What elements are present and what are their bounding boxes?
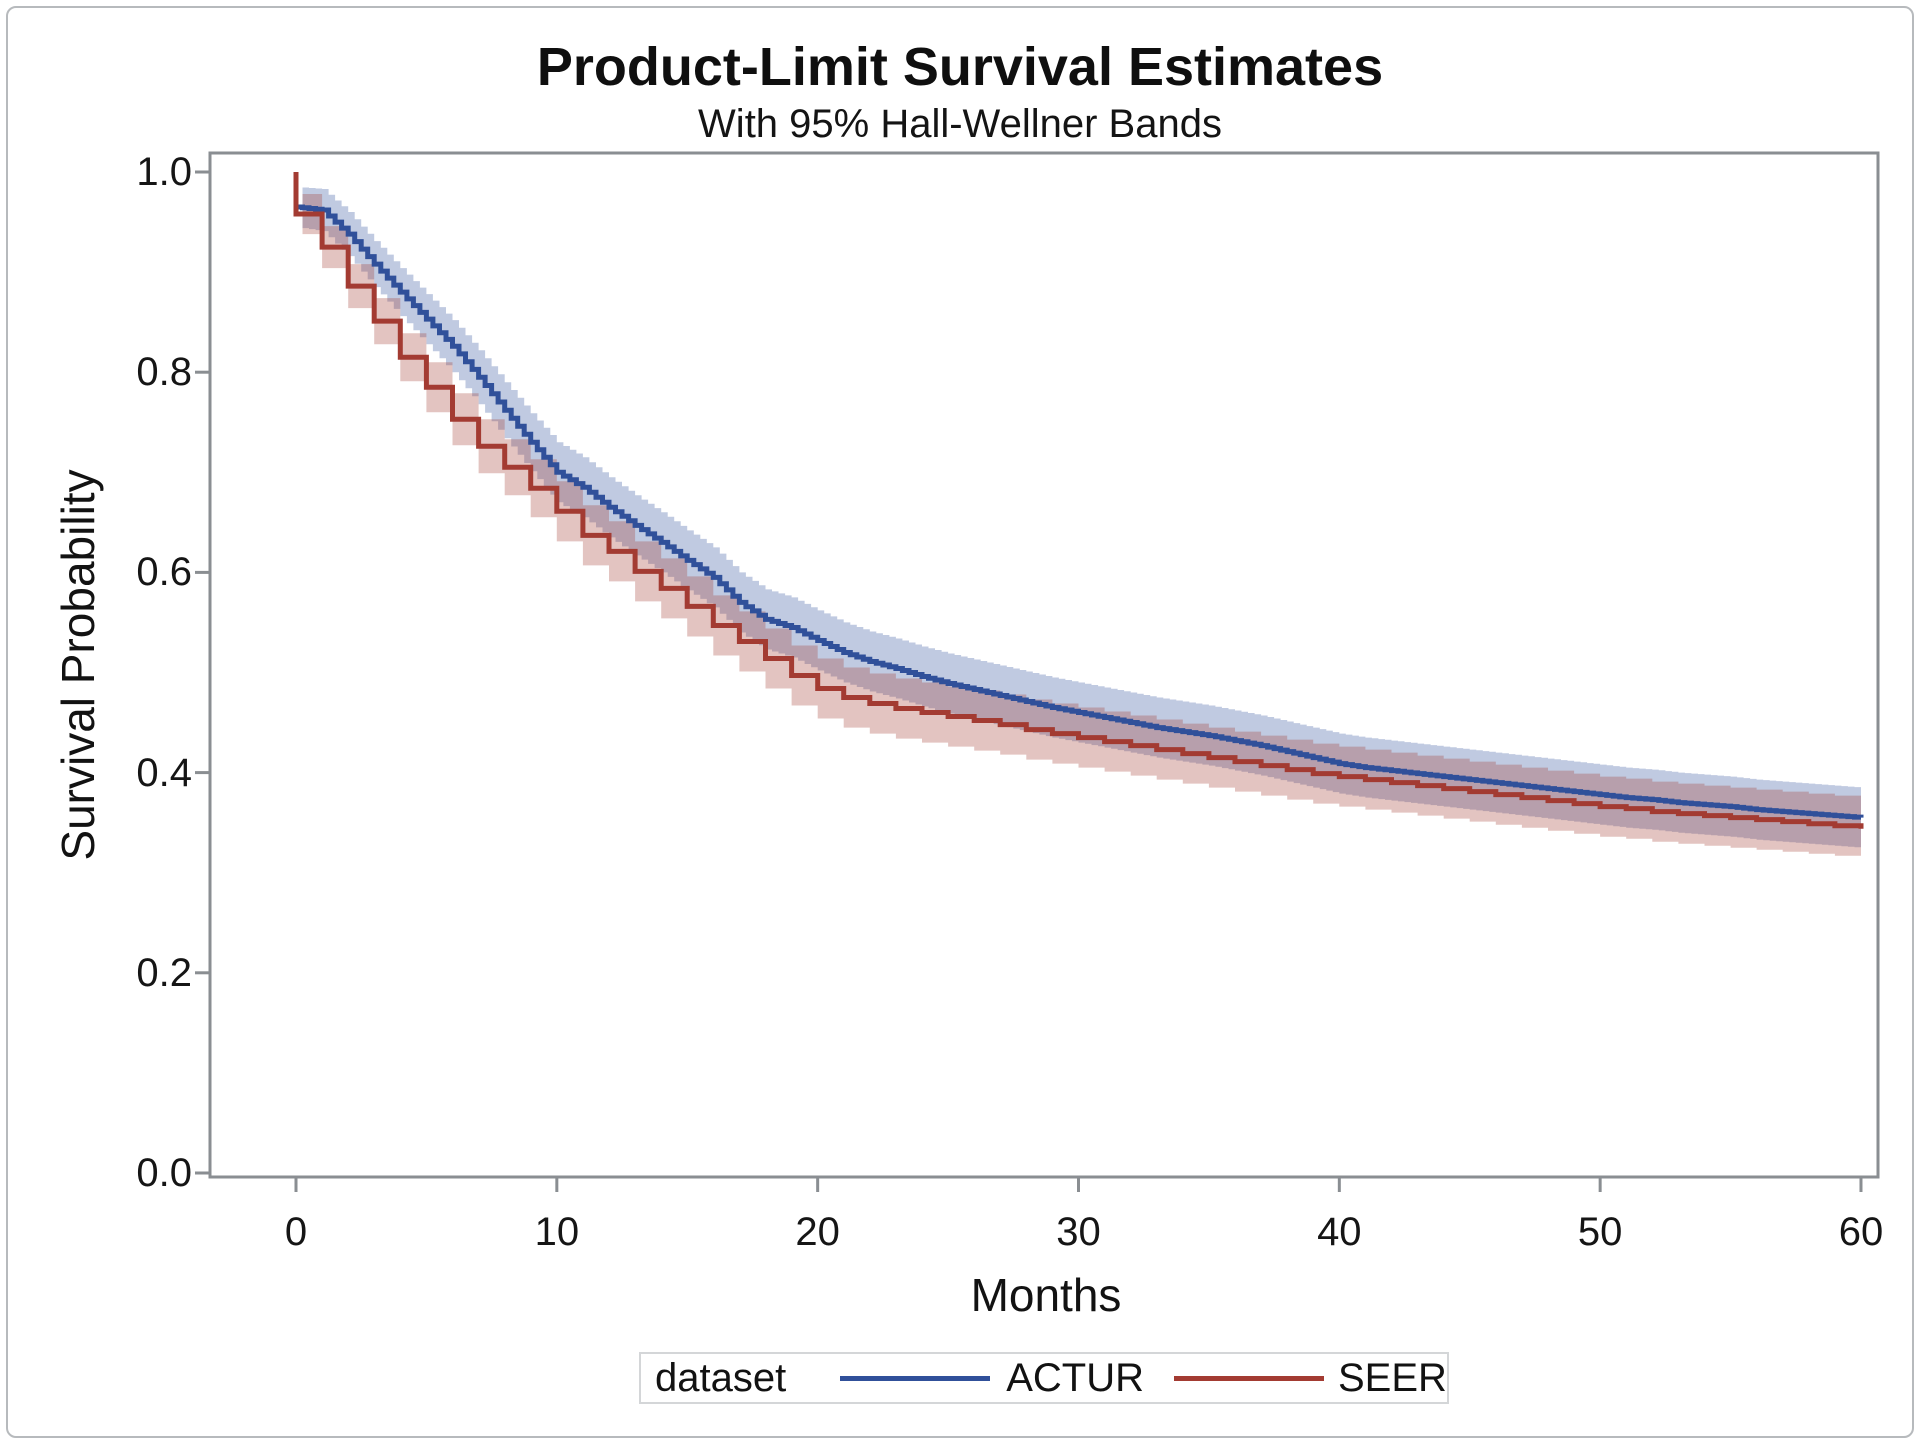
- x-tick-label: 60: [1838, 1210, 1884, 1254]
- legend-label-actur: ACTUR: [1006, 1355, 1144, 1400]
- x-tick-label: 30: [1056, 1210, 1101, 1254]
- legend-label-seer: SEER: [1338, 1355, 1447, 1400]
- survival-curve-seer: [293, 172, 1864, 829]
- y-tick-label: 0.6: [136, 550, 192, 595]
- plot-frame: [208, 151, 1880, 1179]
- legend-title: dataset: [655, 1355, 787, 1400]
- y-tick-label: 1.0: [136, 150, 192, 194]
- y-tick-label: 0.2: [136, 950, 192, 995]
- x-tick-label: 0: [284, 1210, 308, 1254]
- confidence-band-actur: [302, 187, 1861, 848]
- y-tick-label: 0.8: [136, 350, 192, 395]
- legend: dataset ACTUR SEER: [639, 1352, 1449, 1404]
- y-axis-title: Survival Probability: [52, 469, 104, 861]
- x-tick-label: 50: [1577, 1210, 1623, 1254]
- x-axis-title: Months: [970, 1269, 1122, 1321]
- legend-line-seer-icon: [1174, 1375, 1324, 1381]
- x-tick-label: 10: [534, 1210, 580, 1254]
- y-tick-label: 0.4: [136, 750, 192, 795]
- survival-curve-actur: [293, 172, 1864, 820]
- chart-subtitle: With 95% Hall-Wellner Bands: [698, 102, 1222, 146]
- x-tick-label: 40: [1317, 1210, 1362, 1254]
- y-tick-label: 0.0: [136, 1151, 192, 1195]
- chart-title: Product-Limit Survival Estimates: [536, 37, 1384, 97]
- legend-line-actur-icon: [840, 1375, 991, 1381]
- confidence-band-seer: [302, 194, 1861, 859]
- x-tick-label: 20: [795, 1210, 840, 1254]
